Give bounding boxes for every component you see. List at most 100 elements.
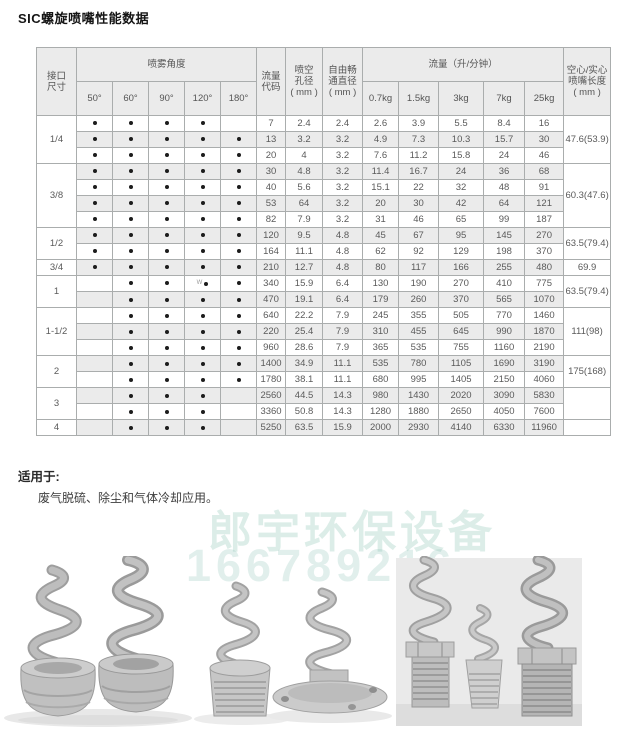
cell-flow-value: 3090 (483, 387, 526, 405)
cell-flow-code: 3360 (256, 403, 287, 421)
cell-nozzle-length (563, 387, 612, 421)
cell-flow-value: 15.1 (362, 179, 400, 196)
cell-flow-value: 121 (524, 195, 565, 212)
cell-angle-dot (148, 227, 185, 244)
dot-icon (236, 185, 241, 190)
dot-icon (236, 361, 241, 366)
dot-icon (128, 185, 133, 190)
dot-icon (128, 409, 133, 414)
cell-angle-dot: W (184, 274, 221, 293)
cell-flow-value: 130 (362, 274, 400, 293)
cell-angle-dot (76, 179, 113, 196)
dot-icon (200, 153, 205, 158)
dot-icon (200, 377, 205, 382)
cell-nozzle-length: 47.6(53.9) (563, 115, 612, 164)
cell-orifice: 12.7 (285, 259, 324, 276)
dot-icon (164, 409, 169, 414)
dot-icon (236, 169, 241, 174)
cell-angle-dot (148, 291, 185, 309)
cell-flow-value: 2650 (438, 403, 485, 421)
dot-icon (200, 217, 205, 222)
cell-angle-dot (219, 227, 258, 244)
dot-icon (236, 345, 241, 350)
dot-icon (236, 281, 241, 286)
cell-angle-dot (184, 307, 221, 325)
cell-orifice: 64 (285, 195, 324, 212)
cell-angle-dot (184, 403, 221, 421)
header-pressure: 7kg (483, 81, 526, 116)
cell-angle-dot (148, 243, 185, 260)
watermark-company: 郎宇环保设备 (208, 508, 496, 557)
table-row: 1/2 120 9.5 4.8 45 67 95 145 270 63.5(79.4) (36, 227, 612, 260)
cell-flow-value: 198 (483, 243, 526, 260)
cell-interface-size: 1-1/2 (36, 307, 77, 357)
dot-icon (200, 201, 205, 206)
dot-icon (164, 169, 169, 174)
cell-flow-value: 535 (362, 355, 400, 373)
cell-angle-dot (112, 371, 149, 389)
cell-flow-code: 7 (256, 115, 287, 132)
cell-flow-value: 15.7 (483, 131, 526, 148)
dot-icon (92, 265, 97, 270)
cell-flow-value: 4060 (524, 371, 565, 389)
cell-interface-size: 2 (36, 355, 77, 389)
dot-icon (128, 153, 133, 158)
cell-angle-dot (219, 195, 258, 212)
cell-angle-dot (76, 355, 113, 373)
cell-free-passage: 3.2 (322, 179, 364, 196)
table-row: 1 W 340 15.9 6.4 130 190 270 410 775 63.5(79.4) (36, 274, 612, 309)
cell-orifice: 7.9 (285, 211, 324, 228)
cell-angle-dot (148, 339, 185, 357)
cell-angle-dot (76, 339, 113, 357)
cell-flow-value: 24 (483, 147, 526, 164)
cell-angle-dot (219, 339, 258, 357)
dot-icon (200, 265, 205, 270)
dot-icon (92, 233, 97, 238)
table-row: 53 64 3.2 20 30 42 64 121 (37, 195, 611, 212)
cell-angle-dot (76, 274, 113, 293)
dot-icon (200, 425, 205, 430)
cell-flow-value: 20 (362, 195, 400, 212)
cell-flow-value: 8.4 (483, 115, 526, 132)
dot-icon (92, 153, 97, 158)
dot-icon (164, 137, 169, 142)
dot-icon (236, 265, 241, 270)
nozzle-photo-trio-threaded (396, 556, 582, 726)
cell-nozzle-length: 175(168) (563, 355, 612, 389)
cell-flow-value: 11960 (524, 419, 565, 437)
cell-angle-dot (184, 179, 221, 196)
cell-orifice: 3.2 (285, 131, 324, 148)
cell-flow-value: 36 (483, 163, 526, 180)
cell-flow-code: 2560 (256, 387, 287, 405)
cell-flow-value: 16 (524, 115, 565, 132)
cell-orifice: 63.5 (285, 419, 324, 437)
dot-icon (128, 201, 133, 206)
cell-free-passage: 6.4 (322, 274, 364, 293)
dot-icon (164, 249, 169, 254)
cell-flow-value: 117 (398, 259, 440, 276)
header-flow-rate: 流量（升/分钟） (362, 47, 565, 82)
cell-angle-dot (184, 323, 221, 341)
cell-interface-size: 3 (36, 387, 77, 421)
cell-flow-value: 67 (398, 227, 440, 244)
cell-flow-value: 365 (362, 339, 400, 357)
dot-icon (236, 297, 241, 302)
cell-flow-value: 2190 (524, 339, 565, 357)
cell-interface-size: 4 (36, 419, 77, 437)
cell-flow-value: 91 (524, 179, 565, 196)
cell-free-passage: 7.9 (322, 339, 364, 357)
cell-flow-value: 990 (483, 323, 526, 341)
cell-angle-dot (76, 227, 113, 244)
cell-flow-code: 1780 (256, 371, 287, 389)
cell-flow-value: 62 (362, 243, 400, 260)
cell-flow-value: 995 (398, 371, 440, 389)
cell-flow-value: 7600 (524, 403, 565, 421)
dot-icon (164, 185, 169, 190)
cell-free-passage: 11.1 (322, 371, 364, 389)
table-row: 2 1400 34.9 11.1 535 780 1105 1690 3190 175(168) (36, 355, 612, 389)
cell-orifice: 50.8 (285, 403, 324, 421)
cell-angle-dot (112, 195, 149, 212)
cell-flow-value: 680 (362, 371, 400, 389)
cell-angle-dot (219, 163, 258, 180)
